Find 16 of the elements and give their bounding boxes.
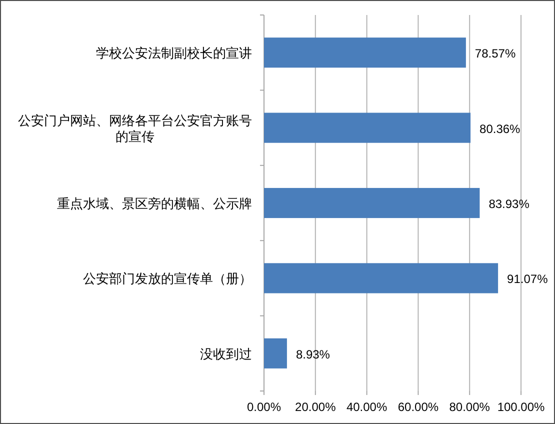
y-tick-label: 重点水域、景区旁的横幅、公示牌 — [57, 196, 252, 211]
x-tick-label: 40.00% — [346, 400, 388, 414]
x-tick-label: 80.00% — [449, 400, 490, 414]
y-tick-label: 没收到过 — [200, 346, 252, 362]
y-tick-label: 公安部门发放的宣传单（册） — [83, 271, 252, 286]
data-label: 8.93% — [296, 347, 330, 362]
x-tick-label: 60.00% — [398, 400, 439, 414]
data-label: 80.36% — [480, 122, 521, 136]
x-tick-label: 100.00% — [497, 400, 546, 414]
y-tick-label: 学校公安法制副校长的宣讲 — [96, 46, 252, 61]
y-tick-label: 公安门户网站、网络各平台公安官方账号的宣传 — [18, 112, 252, 144]
x-tick-label: 20.00% — [295, 400, 336, 414]
data-label: 78.57% — [474, 46, 516, 61]
x-tick-label: 0.00% — [246, 400, 282, 414]
data-label: 91.07% — [507, 272, 548, 286]
data-label: 83.93% — [488, 197, 530, 211]
